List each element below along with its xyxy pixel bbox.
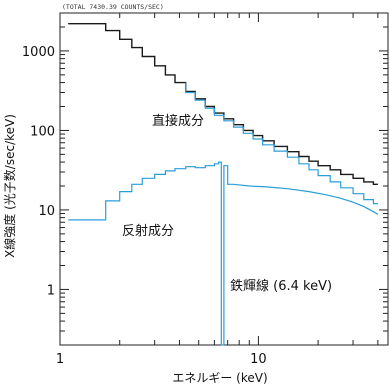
x-tick-label: 1: [56, 352, 64, 367]
tick-labels: 1 10 1 10 100 1000: [22, 45, 267, 367]
y-tick-label: 1000: [22, 45, 55, 60]
series-reflected-line: [68, 161, 379, 346]
x-tick-label: 10: [250, 352, 267, 367]
x-axis-label: エネルギー (keV): [172, 371, 267, 385]
iron-line-label: 鉄輝線 (6.4 keV): [230, 278, 332, 294]
series-direct-line: [185, 82, 378, 205]
series-total-line: [68, 23, 378, 186]
reflected-component-label: 反射成分: [122, 223, 174, 239]
axis-ticks: [59, 12, 388, 346]
series-layer: [68, 23, 379, 346]
y-tick-label: 10: [38, 204, 55, 219]
y-axis-label: X線強度 (光子数/sec/keV): [2, 114, 17, 258]
chart-header: (TOTAL 7430.39 COUNTS/SEC): [62, 3, 164, 11]
y-tick-label: 1: [47, 283, 55, 298]
y-tick-label: 100: [30, 124, 55, 139]
direct-component-label: 直接成分: [152, 113, 204, 129]
